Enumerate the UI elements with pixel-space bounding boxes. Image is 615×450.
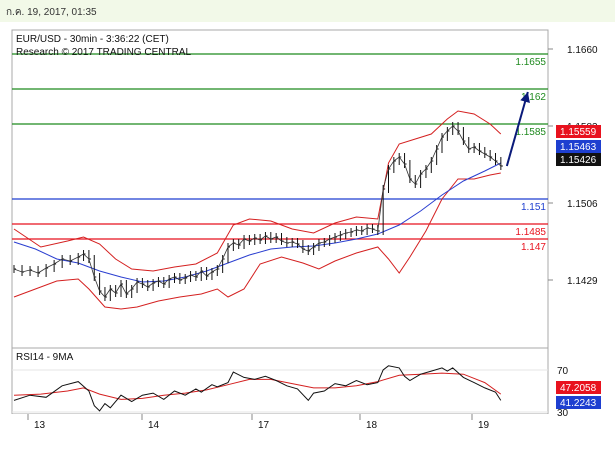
projection-arrow-head [520,92,530,103]
y-tick-label: 1.1429 [567,276,598,287]
chart-title: EUR/USD - 30min - 3:36:22 (CET) [16,34,169,45]
level-label-1: 1.162 [521,92,546,103]
price-tag-label: 1.15463 [560,142,597,153]
level-label-5: 1.147 [521,242,546,253]
rsi-value-tag-box [556,381,601,394]
level-label-2: 1.1585 [515,127,546,138]
y-tick-label: 1.1506 [567,199,598,210]
rsi-title: RSI14 - 9MA [16,352,74,363]
moving-average-line [13,162,502,283]
projection-arrow [505,91,529,167]
level-label-0: 1.1655 [515,57,546,68]
price-tag-box [556,140,601,153]
chart-subtitle: Research © 2017 TRADING CENTRAL [16,47,191,58]
upper-bollinger-band [13,110,502,272]
x-tick-label: 17 [258,420,270,431]
rsi-ma-line [13,372,502,400]
rsi-line [13,365,502,412]
top-status-bar: ก.ค. 19, 2017, 01:35 [0,0,615,22]
x-tick-label: 13 [34,420,46,431]
x-tick-label: 19 [478,420,490,431]
rsi-value-tag-label: 41.2243 [560,398,597,409]
level-label-4: 1.1485 [515,227,546,238]
x-tick-label: 14 [148,420,160,431]
rsi-value-tag-box [556,396,601,409]
rsi-tick-label: 30 [557,408,569,419]
datetime-label: ก.ค. 19, 2017, 01:35 [6,7,97,18]
price-line [13,125,502,298]
level-label-3: 1.151 [521,202,546,213]
bottom-area [0,414,615,450]
rsi-value-tag-label: 47.2058 [560,383,597,394]
price-tag-box [556,153,601,166]
lower-bollinger-band [13,172,501,310]
x-tick-label: 18 [366,420,378,431]
rsi-tick-label: 70 [557,366,569,377]
price-tag-box [556,125,601,138]
price-tag-label: 1.15426 [560,155,597,166]
price-panel [11,29,549,349]
y-tick-label: 1.1660 [567,45,598,56]
price-tag-label: 1.15559 [560,127,597,138]
